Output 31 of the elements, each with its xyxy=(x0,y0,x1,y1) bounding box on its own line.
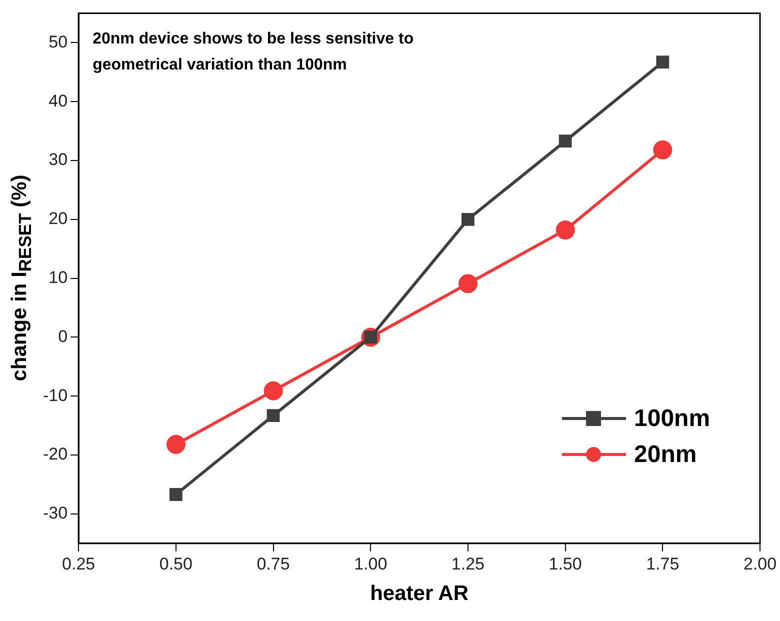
point xyxy=(462,212,474,226)
x-tick-label: 0.25 xyxy=(62,554,96,574)
x-tick-label: 1.50 xyxy=(548,554,582,574)
point xyxy=(266,409,280,422)
x-axis-title: heater AR xyxy=(370,582,468,606)
y-tick-label: 0 xyxy=(58,326,68,346)
legend-label: 100nm xyxy=(634,405,710,434)
legend-label: 20nm xyxy=(634,441,697,470)
x-tick-label: 0.50 xyxy=(159,554,192,574)
x-tick-label: 1.75 xyxy=(646,554,680,574)
y-tick-label: -30 xyxy=(42,504,68,523)
y-tick-label: 50 xyxy=(48,32,68,52)
x-tick-label: 1.25 xyxy=(451,554,485,574)
point xyxy=(556,220,575,240)
point xyxy=(264,381,283,400)
y-tick-label: -20 xyxy=(42,444,68,464)
point xyxy=(558,134,572,148)
y-tick-label: 20 xyxy=(48,209,68,228)
x-tick-label: 2.00 xyxy=(743,554,777,574)
point xyxy=(169,488,182,501)
annotation: 20nm device shows to be less sensitive to geometrical variation than 100nm xyxy=(92,30,414,74)
point xyxy=(656,56,670,69)
y-tick-label: -10 xyxy=(42,386,68,405)
point xyxy=(458,274,478,294)
x-tick-label: 0.75 xyxy=(256,554,290,574)
point xyxy=(653,140,672,160)
y-tick-label: 10 xyxy=(48,268,68,287)
point xyxy=(166,434,186,454)
y-tick-label: 40 xyxy=(48,91,68,110)
y-tick-label: 30 xyxy=(48,150,68,170)
x-tick-label: 1.00 xyxy=(354,554,388,574)
